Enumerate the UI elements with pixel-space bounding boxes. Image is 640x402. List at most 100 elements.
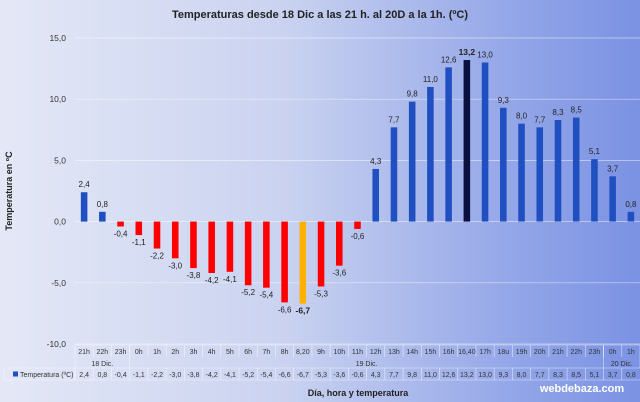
bar (244, 221, 252, 286)
data-label: 12,6 (441, 55, 457, 64)
table-value: 7,7 (389, 372, 399, 379)
table-value: 5,1 (590, 372, 600, 379)
table-value: 0,8 (626, 372, 636, 379)
category-label: 19h (516, 349, 528, 356)
bar (390, 127, 398, 222)
category-label: 16,40 (458, 349, 476, 356)
table-value: 8,3 (553, 372, 563, 379)
data-label: -3,8 (187, 271, 201, 280)
group-label: 19 Dic. (356, 361, 378, 368)
data-label: -5,2 (241, 288, 255, 297)
category-label: 5h (226, 349, 234, 356)
category-label: 1h (627, 349, 635, 356)
y-tick-label: -5,0 (51, 278, 66, 288)
table-value: 0,8 (97, 372, 107, 379)
data-label: 13,0 (477, 50, 493, 59)
data-label: -3,0 (168, 261, 182, 270)
bar (372, 168, 380, 222)
bar (226, 221, 234, 272)
bar (299, 221, 307, 304)
data-label: -0,6 (351, 232, 365, 241)
table-value: 13,0 (478, 372, 492, 379)
category-label: 23h (589, 349, 601, 356)
table-value: -6,6 (279, 372, 291, 379)
legend-swatch (13, 371, 18, 377)
data-label: -6,7 (295, 306, 310, 316)
table-value: 11,0 (424, 372, 437, 379)
category-label: 21h (552, 349, 564, 356)
bar (554, 120, 562, 222)
bar (80, 192, 88, 222)
category-label: 13h (388, 349, 400, 356)
data-label: -0,4 (114, 229, 128, 238)
category-label: 12h (370, 349, 382, 356)
table-value: -4,1 (224, 372, 236, 379)
bar (591, 159, 598, 222)
category-label: 9h (317, 349, 325, 356)
data-label: 8,3 (552, 108, 564, 117)
chart-title: Temperaturas desde 18 Dic a las 21 h. al… (172, 9, 468, 21)
bar (481, 62, 489, 222)
bar (117, 221, 124, 227)
data-label: 5,1 (589, 147, 601, 156)
bar (627, 211, 635, 222)
bar (99, 211, 106, 222)
bar (317, 221, 325, 287)
category-label: 8h (281, 349, 289, 356)
x-axis-label: Día, hora y temperatura (308, 388, 410, 398)
table-value: 2,4 (79, 372, 89, 379)
category-label: 8,20 (296, 349, 310, 356)
bar (427, 86, 434, 222)
category-label: 16h (443, 349, 455, 356)
bar (463, 60, 471, 222)
data-label: -6,6 (278, 305, 292, 314)
y-tick-label: 0,0 (54, 217, 66, 227)
group-label: 20 Dic. (611, 361, 633, 368)
category-label: 23h (115, 349, 127, 356)
data-label: -4,2 (205, 276, 219, 285)
table-value: 9,3 (498, 372, 508, 379)
category-label: 6h (244, 349, 252, 356)
group-label: 18 Dic. (91, 361, 113, 368)
bar (208, 221, 215, 274)
table-value: -5,2 (242, 372, 254, 379)
bar (609, 176, 616, 222)
data-label: -1,1 (132, 238, 146, 247)
data-label: 4,3 (370, 157, 382, 166)
data-label: 0,8 (625, 200, 637, 209)
bar (135, 221, 143, 236)
bar (190, 221, 197, 269)
bar (408, 101, 416, 222)
legend-label: Temperatura (ºC) (20, 372, 74, 379)
y-axis-label: Temperatura en ºC (4, 151, 14, 231)
table-value: 7,7 (535, 372, 545, 379)
table-value: -0,4 (115, 372, 127, 379)
bar (153, 221, 161, 249)
table-value: 8,5 (571, 372, 581, 379)
data-label: 7,7 (388, 115, 400, 124)
data-label: 8,0 (516, 112, 528, 121)
category-label: 17h (479, 349, 491, 356)
data-label: 3,7 (607, 164, 619, 173)
data-label: -5,3 (314, 289, 328, 298)
bar (518, 123, 525, 222)
table-value: 4,3 (371, 372, 381, 379)
data-label: -4,1 (223, 275, 237, 284)
category-label: 0h (135, 349, 143, 356)
table-value: 8,0 (517, 372, 527, 379)
y-tick-label: -10,0 (47, 339, 67, 349)
data-label: 8,5 (571, 106, 583, 115)
bar (171, 221, 179, 259)
category-label: 11h (352, 349, 363, 356)
data-label: -2,2 (150, 252, 164, 261)
table-value: -0,6 (351, 372, 363, 379)
category-label: 2h (171, 349, 179, 356)
data-label: -5,4 (259, 291, 273, 300)
table-value: -3,6 (333, 372, 345, 379)
category-label: 21h (78, 349, 90, 356)
table-value: -5,3 (315, 372, 327, 379)
bar (263, 221, 270, 288)
bar (281, 221, 288, 303)
table-value: 9,8 (407, 372, 417, 379)
